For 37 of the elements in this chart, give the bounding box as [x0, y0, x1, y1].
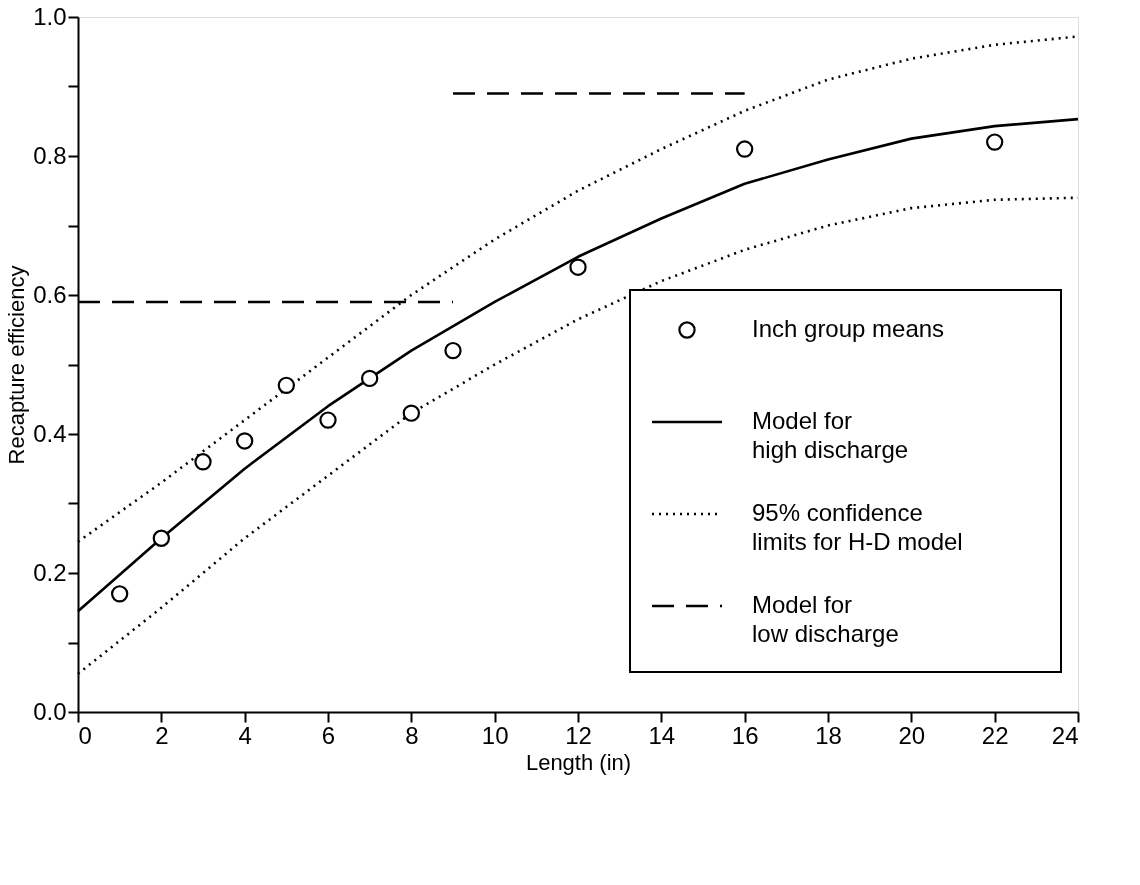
legend-label: Inch group means [752, 315, 945, 342]
x-tick-label: 14 [648, 721, 676, 749]
y-tick-label: 0.4 [33, 419, 67, 447]
x-tick-label: 10 [481, 721, 509, 749]
x-tick-label: 6 [321, 721, 336, 749]
x-axis-title: Length (in) [525, 749, 632, 775]
y-tick-label: 1.0 [33, 2, 67, 30]
x-tick-label: 2 [155, 721, 169, 749]
point [152, 529, 171, 547]
y-tick-label: 0.0 [33, 697, 67, 725]
point [402, 404, 421, 422]
legend-label: Model for low discharge [752, 591, 899, 647]
point [360, 369, 379, 388]
x-tick-label: 0 [78, 721, 92, 749]
y-tick-label: 0.6 [33, 280, 67, 308]
x-tick-label: 16 [731, 721, 759, 749]
x-tick-label: 20 [898, 721, 926, 749]
point [444, 341, 462, 360]
legend-label: 95% confidence limits for H-D model [752, 499, 963, 555]
x-tick-label: 4 [238, 721, 252, 749]
point [110, 585, 129, 603]
point [277, 376, 296, 395]
point [985, 133, 1004, 151]
x-tick-label: 18 [815, 721, 842, 749]
x-tick-label: 12 [565, 721, 592, 749]
y-axis-title: Recapture efficiency [4, 265, 30, 465]
legend-label: Model for high discharge [752, 407, 909, 463]
point [569, 258, 587, 276]
x-tick-label: 22 [981, 721, 1009, 749]
x-tick-label: 24 [1051, 721, 1079, 749]
x-tick-label: 8 [405, 721, 419, 749]
y-tick-label: 0.2 [33, 558, 67, 586]
point [194, 453, 212, 471]
point [735, 140, 754, 158]
point [319, 411, 337, 429]
point [235, 432, 254, 450]
y-tick-label: 0.8 [33, 141, 67, 169]
